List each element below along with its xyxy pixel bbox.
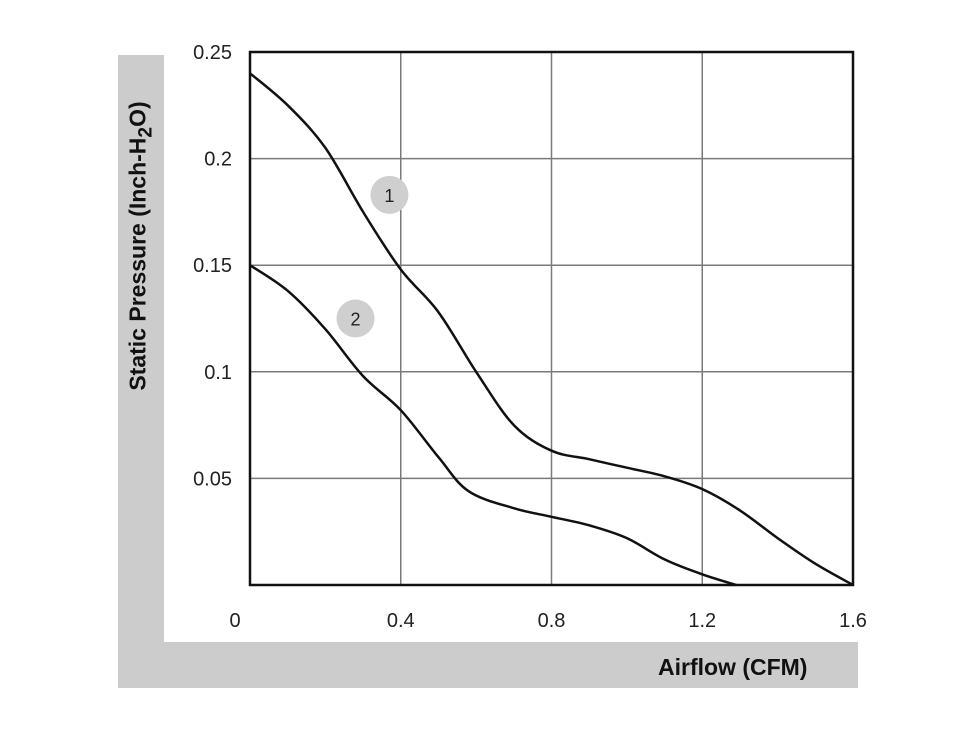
plot-border [248, 50, 855, 587]
y-tick-label: 0.2 [204, 149, 232, 171]
y-tick-label: 0.1 [204, 362, 232, 384]
x-tick-label: 1.6 [839, 610, 867, 632]
series-line-1 [249, 72, 854, 587]
y-tick-label: 0.15 [193, 255, 232, 277]
series-marker-1 [370, 175, 409, 214]
x-axis-label: Airflow (CFM) [658, 654, 808, 680]
x-tick-label: 0.8 [538, 610, 566, 632]
axis-frame-bottom [118, 642, 858, 688]
series-marker-label-2: 2 [351, 310, 361, 330]
y-tick-label: 0.05 [193, 468, 232, 490]
x-tick-label: 0.4 [387, 610, 415, 632]
series-marker-label-1: 1 [384, 186, 394, 206]
series-line-2 [249, 264, 737, 587]
y-tick-label: 0.25 [193, 42, 232, 64]
x-tick-label: 1.2 [688, 610, 716, 632]
x-tick-label: 0 [229, 610, 240, 632]
axis-frame-left [118, 55, 164, 688]
series-marker-2 [336, 299, 375, 338]
